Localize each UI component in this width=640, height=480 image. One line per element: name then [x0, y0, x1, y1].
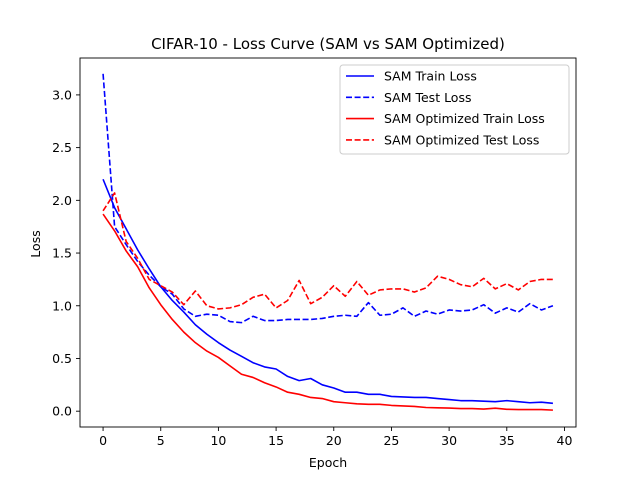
x-tick-label: 20: [326, 433, 342, 448]
x-tick-label: 25: [383, 433, 399, 448]
series-line-2: [102, 73, 554, 324]
chart-title: CIFAR-10 - Loss Curve (SAM vs SAM Optimi…: [151, 35, 505, 53]
x-tick-label: 35: [499, 433, 515, 448]
y-tick-label: 0.5: [52, 351, 72, 366]
x-tick-label: 40: [557, 433, 573, 448]
x-axis-label: Epoch: [309, 455, 347, 470]
y-axis-label: Loss: [28, 230, 43, 257]
y-tick-label: 1.0: [52, 298, 72, 313]
x-tick-label: 5: [157, 433, 165, 448]
axes-frame: [79, 57, 577, 428]
y-tick-label: 2.5: [52, 140, 72, 155]
legend-box: [339, 64, 570, 155]
y-tick-label: 0.0: [52, 404, 72, 419]
legend-label: SAM Test Loss: [384, 90, 471, 105]
x-tick-label: 30: [441, 433, 457, 448]
y-tick-label: 1.5: [52, 246, 72, 261]
legend-label: SAM Optimized Train Loss: [384, 111, 545, 126]
legend-label: SAM Optimized Test Loss: [384, 132, 539, 147]
x-tick-label: 10: [210, 433, 226, 448]
y-tick-label: 2.0: [52, 193, 72, 208]
series-line-4: [102, 192, 553, 310]
legend-label: SAM Train Loss: [384, 69, 477, 84]
series-line-1: [102, 178, 554, 405]
axes: 0 5 10 15 20 25 30 35 40 0.0 0.5 1.0 1.5 2.0 2.5 3.0: [52, 57, 577, 448]
series-line-3: [102, 213, 553, 411]
plot-area: [102, 73, 554, 411]
legend: SAM Train Loss SAM Test Loss SAM Optimized…: [339, 64, 570, 155]
x-tick-label: 0: [99, 433, 107, 448]
y-tick-label: 3.0: [52, 87, 72, 102]
x-tick-label: 15: [268, 433, 284, 448]
